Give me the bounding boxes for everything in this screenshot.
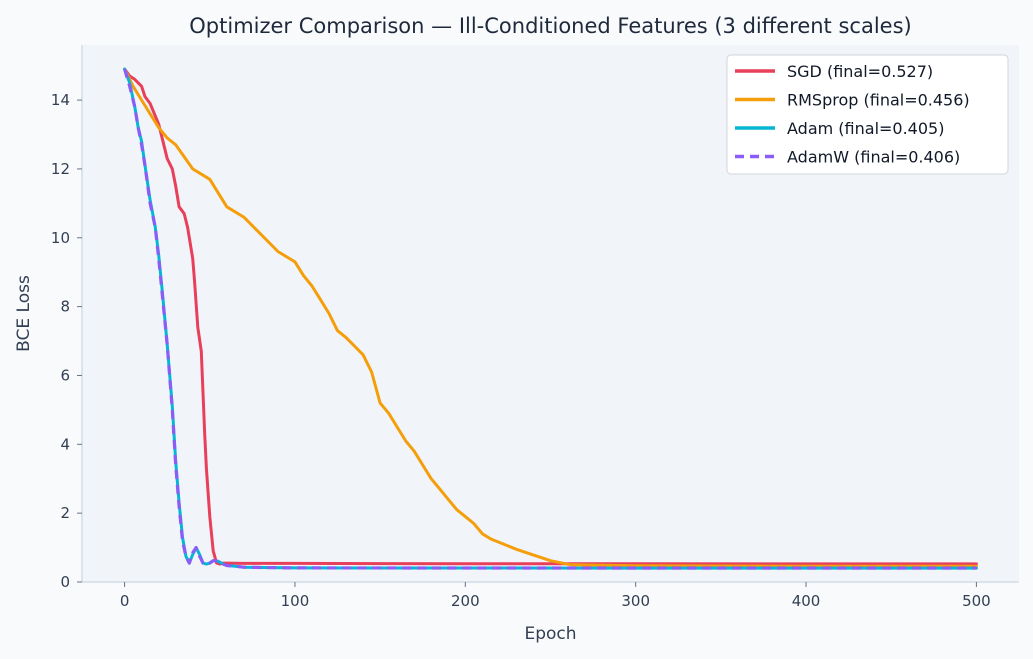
y-tick-label: 2: [60, 504, 70, 522]
y-tick-label: 10: [51, 229, 70, 247]
y-tick-label: 4: [60, 435, 70, 453]
series-layer: [123, 67, 978, 570]
legend-label-1: RMSprop (final=0.456): [787, 91, 970, 110]
chart-title: Optimizer Comparison — Ill-Conditioned F…: [189, 14, 911, 38]
x-tick-label: 300: [621, 592, 650, 610]
y-axis-label: BCE Loss: [14, 275, 34, 352]
legend-box: [726, 54, 1009, 175]
x-axis-label: Epoch: [524, 624, 576, 644]
x-tick-label: 500: [962, 592, 991, 610]
y-tick-label: 6: [60, 366, 70, 384]
y-tick-label: 8: [60, 298, 70, 316]
legend: SGD (final=0.527) RMSprop (final=0.456) Ad…: [726, 54, 1009, 175]
x-tick-label: 0: [120, 592, 130, 610]
axes-layer: 0 100 200 300 400 500 0 2 4 6 8 10 12 14: [51, 45, 1019, 610]
legend-label-2: Adam (final=0.405): [787, 119, 944, 138]
series-line-1: [123, 67, 978, 568]
legend-label-0: SGD (final=0.527): [787, 62, 933, 81]
legend-label-3: AdamW (final=0.406): [787, 148, 960, 167]
series-line-0: [123, 67, 978, 566]
x-tick-label: 100: [281, 592, 310, 610]
x-tick-label: 200: [451, 592, 480, 610]
y-tick-label: 0: [60, 573, 70, 591]
series-line-3: [123, 68, 977, 570]
y-tick-label: 12: [51, 160, 70, 178]
x-tick-label: 400: [792, 592, 821, 610]
y-tick-label: 14: [51, 91, 70, 109]
